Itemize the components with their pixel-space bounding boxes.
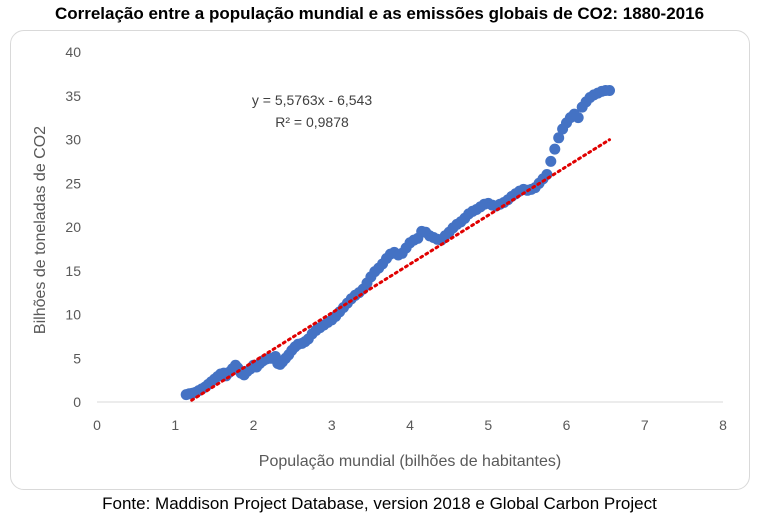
chart-area-frame [10, 30, 750, 490]
x-axis-label: População mundial (bilhões de habitantes… [259, 453, 561, 470]
y-tick-label: 5 [73, 350, 81, 366]
y-tick-label: 0 [73, 394, 81, 410]
x-tick-label: 4 [406, 417, 414, 433]
data-point [553, 132, 565, 144]
data-point [549, 143, 561, 155]
data-points [180, 85, 615, 401]
x-tick-label: 5 [484, 417, 492, 433]
x-tick-label: 1 [171, 417, 179, 433]
axes: 0 1 2 3 4 5 6 7 8 0 5 10 15 20 25 30 35 40 [65, 44, 727, 433]
x-tick-label: 8 [719, 417, 727, 433]
trendline-layer [190, 138, 611, 402]
x-tick-label: 3 [328, 417, 336, 433]
trendline [190, 138, 611, 402]
trendline-r-squared: R² = 0,9878 [275, 114, 349, 130]
data-point [572, 112, 584, 124]
y-tick-label: 30 [65, 132, 81, 148]
data-point [545, 155, 557, 167]
y-axis-label: Bilhões de toneladas de CO2 [32, 126, 49, 334]
chart-title: Correlação entre a população mundial e a… [54, 4, 705, 23]
y-tick-label: 15 [65, 263, 81, 279]
y-tick-label: 25 [65, 175, 81, 191]
trendline-equation: y = 5,5763x - 6,543 [252, 92, 372, 108]
y-tick-label: 10 [65, 307, 81, 323]
x-tick-label: 2 [250, 417, 258, 433]
x-tick-label: 7 [641, 417, 649, 433]
source-note: Fonte: Maddison Project Database, versio… [102, 494, 657, 513]
y-tick-label: 20 [65, 219, 81, 235]
x-tick-label: 0 [93, 417, 101, 433]
y-tick-label: 35 [65, 88, 81, 104]
data-point [604, 85, 615, 96]
x-tick-label: 6 [563, 417, 571, 433]
y-tick-label: 40 [65, 44, 81, 60]
